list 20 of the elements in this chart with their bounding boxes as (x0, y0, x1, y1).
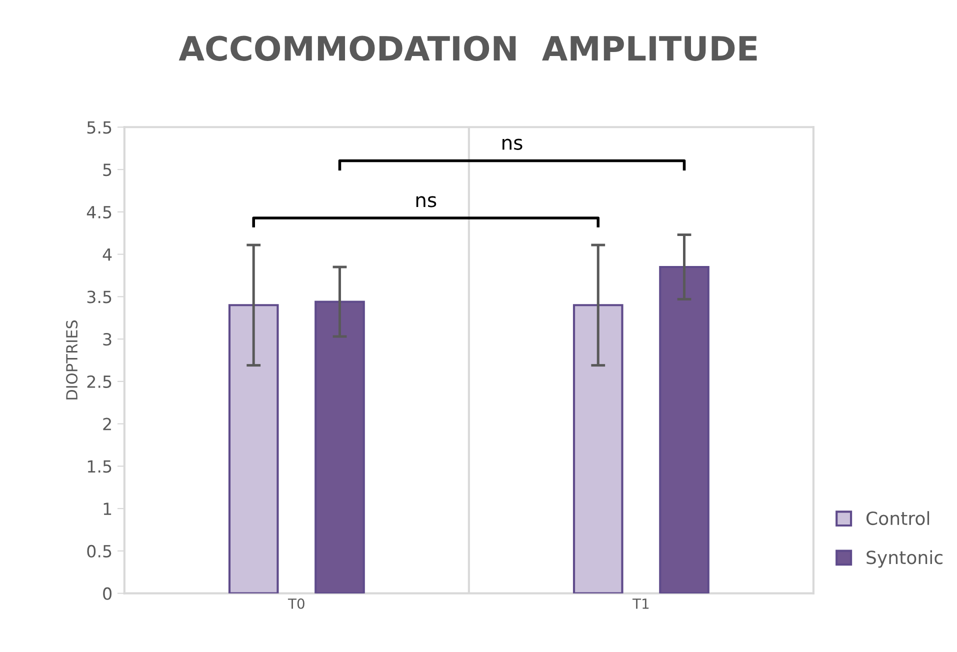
y-tick-label: 2.5 (87, 375, 112, 388)
x-tick-label: T0 (288, 598, 304, 609)
y-tick-label: 5.5 (87, 121, 112, 134)
y-tick-label: 1 (104, 502, 112, 515)
y-tick-label: 4 (102, 248, 112, 261)
y-tick-label: 3 (103, 333, 112, 346)
y-tick-label: 3.5 (87, 290, 112, 304)
annotation: ns (502, 138, 522, 150)
legend-label: Control (866, 511, 930, 526)
annotation: ns (416, 196, 436, 208)
y-tick-label: 1.5 (88, 460, 112, 473)
y-tick-label: 0 (103, 587, 112, 600)
y-tick-label: 2 (103, 418, 111, 430)
x-tick-label: T1 (632, 598, 649, 609)
y-tick-label: 5 (103, 164, 112, 176)
y-axis-title: DIOPTRIES (66, 320, 78, 400)
y-tick-label: 4.5 (86, 206, 112, 218)
chart-title: ACCOMMODATION AMPLITUDE (178, 36, 757, 61)
legend-label: Syntonic (866, 550, 942, 568)
y-tick-label: 0.5 (87, 544, 112, 558)
